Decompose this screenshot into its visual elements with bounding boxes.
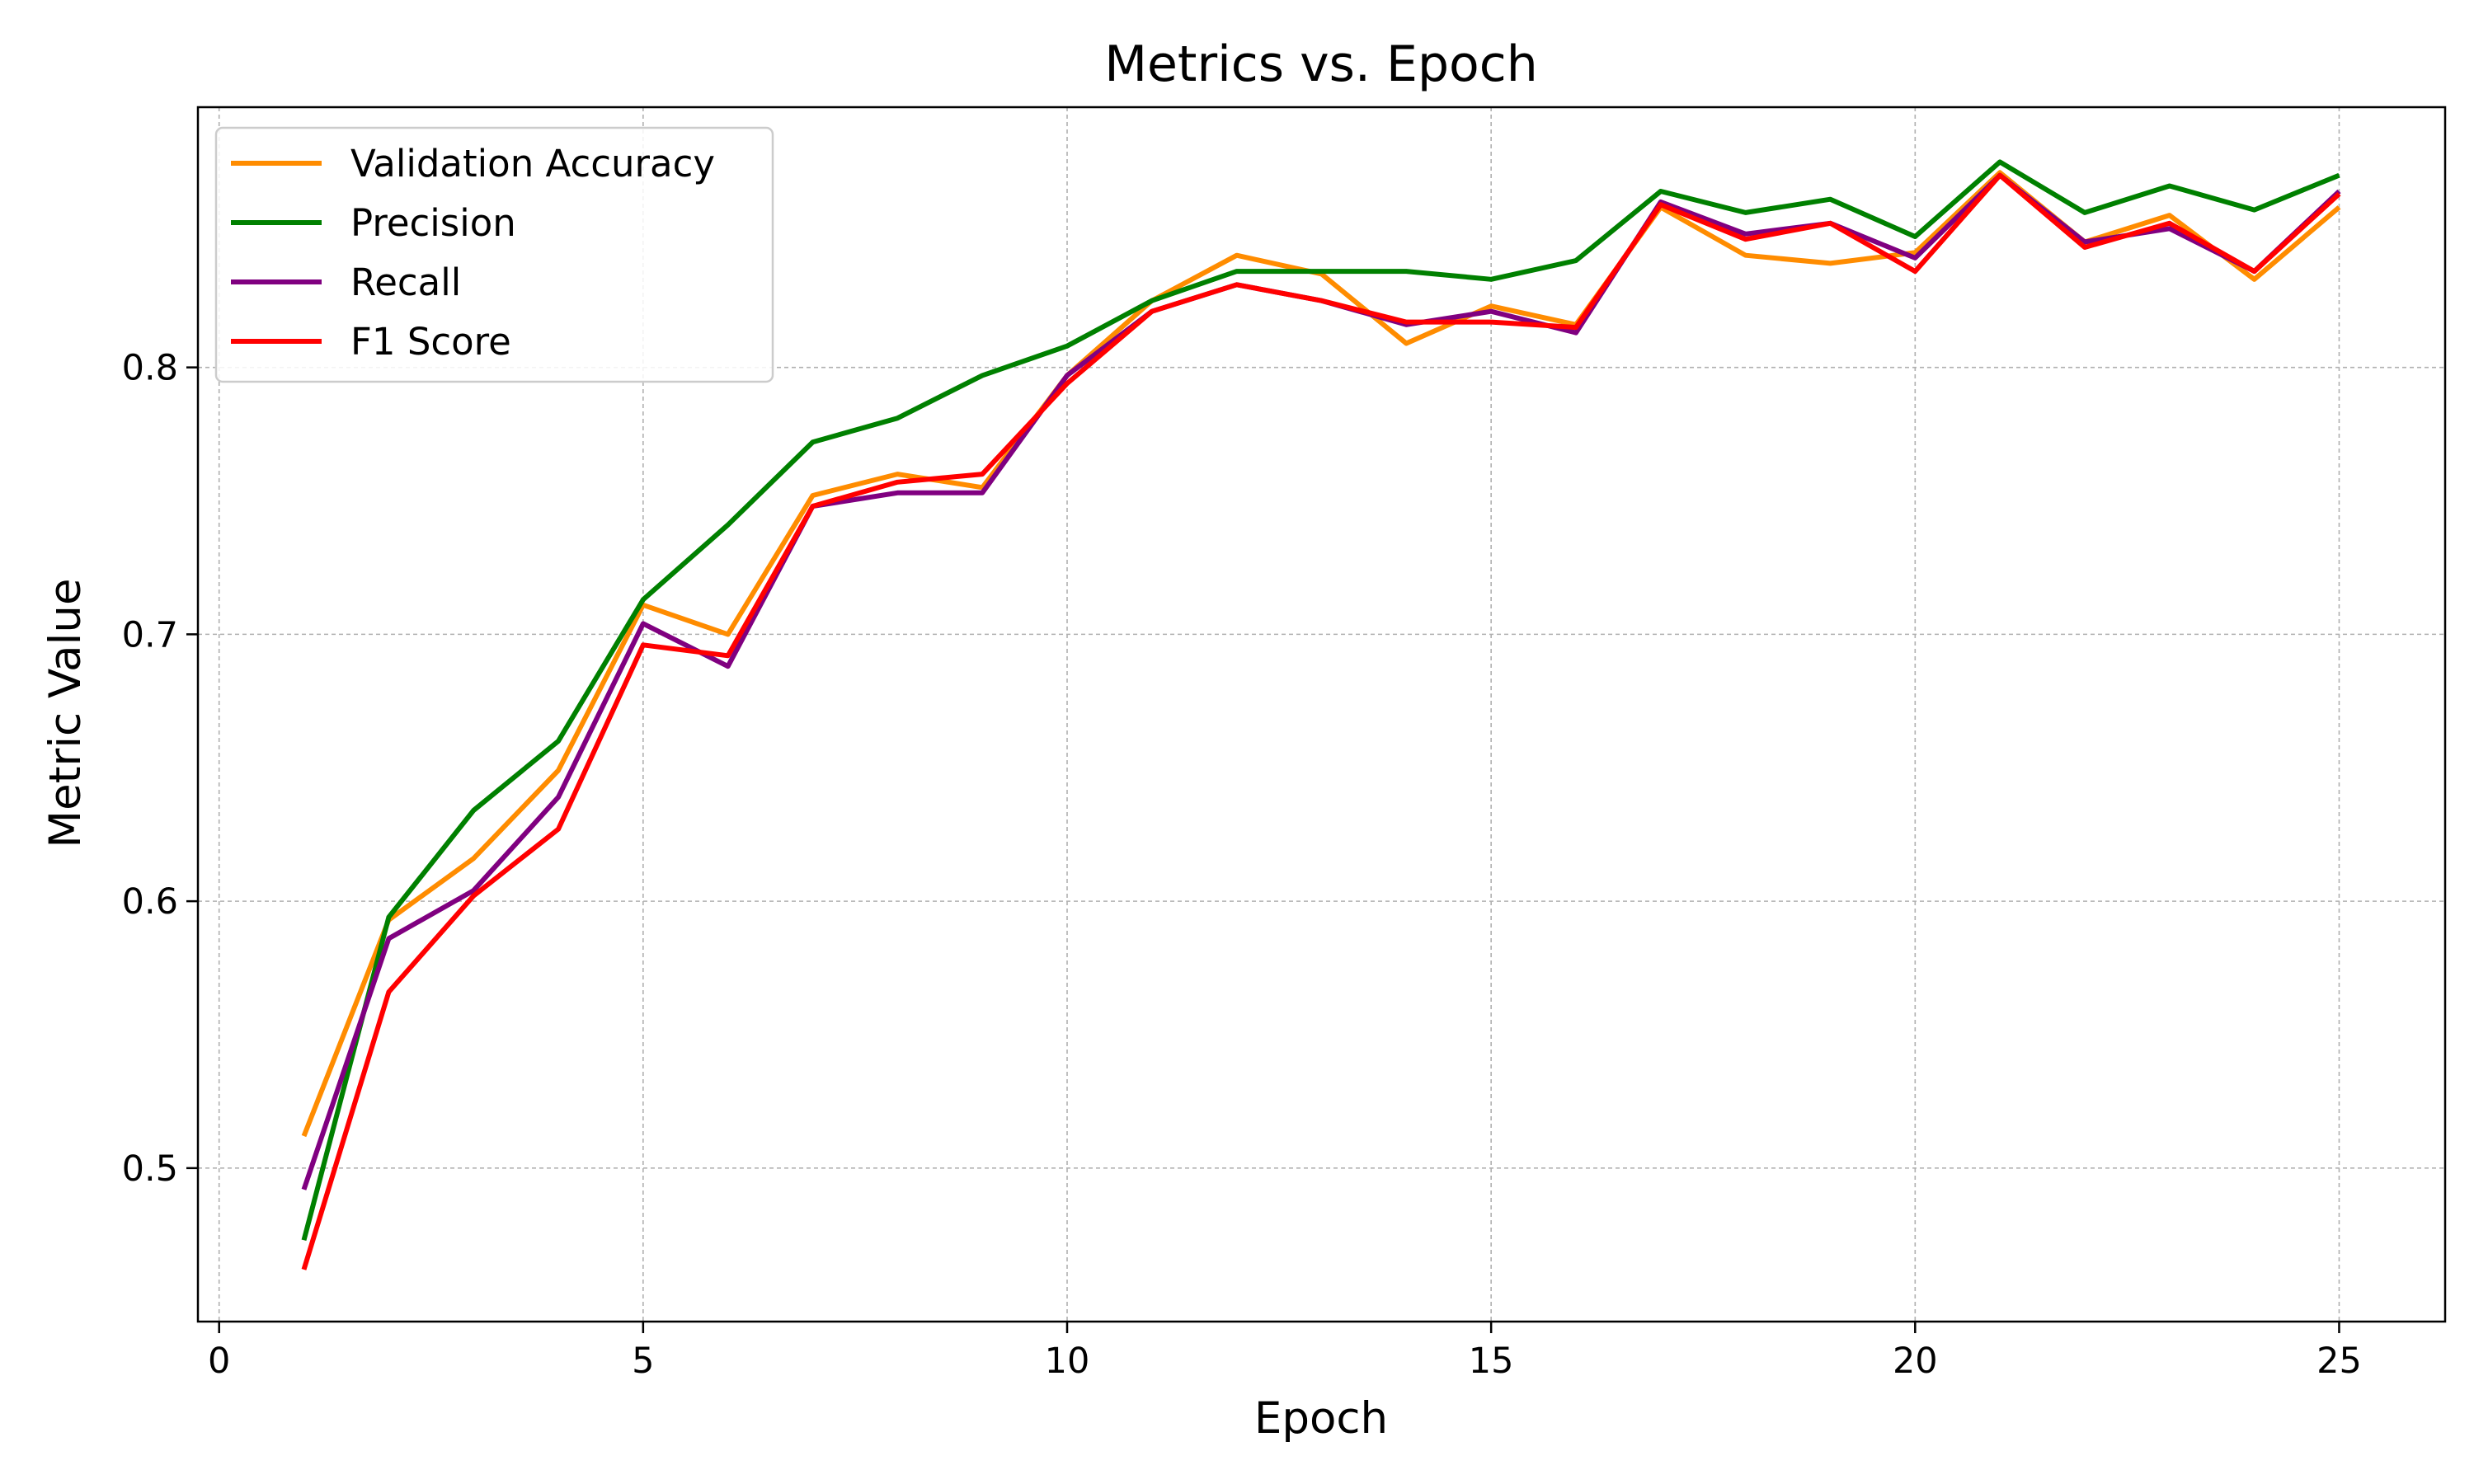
x-tick-label: 0 bbox=[208, 1341, 230, 1382]
y-axis-label: Metric Value bbox=[40, 578, 91, 848]
data-point-recall bbox=[1745, 233, 1746, 234]
series-line-f1-score bbox=[301, 172, 2341, 1270]
y-tick-label: 0.5 bbox=[122, 1148, 178, 1190]
data-point-precision bbox=[727, 524, 728, 525]
data-point-f1-score bbox=[897, 481, 898, 482]
data-point-precision bbox=[1151, 300, 1152, 301]
data-point-f1-score bbox=[1660, 204, 1661, 205]
data-point-validation-accuracy bbox=[982, 487, 983, 488]
data-point-f1-score bbox=[982, 474, 983, 475]
series-f1-score bbox=[301, 172, 2341, 1270]
data-point-precision bbox=[642, 599, 643, 600]
y-tick-label: 0.7 bbox=[122, 614, 178, 655]
data-point-precision bbox=[1321, 271, 1322, 272]
y-tick-label: 0.8 bbox=[122, 348, 178, 389]
legend-label-recall: Recall bbox=[350, 261, 461, 304]
data-point-f1-score bbox=[303, 1269, 304, 1270]
legend-label-precision: Precision bbox=[350, 201, 516, 245]
data-point-precision bbox=[2254, 209, 2255, 210]
data-point-precision bbox=[1745, 212, 1746, 213]
data-point-validation-accuracy bbox=[1406, 343, 1407, 344]
data-point-recall bbox=[1491, 311, 1492, 312]
data-point-precision bbox=[1236, 271, 1237, 272]
data-point-precision bbox=[812, 442, 813, 443]
data-point-f1-score bbox=[812, 505, 813, 506]
x-tick-label: 5 bbox=[632, 1341, 654, 1382]
data-point-validation-accuracy bbox=[897, 474, 898, 475]
data-point-validation-accuracy bbox=[303, 1136, 304, 1137]
data-point-f1-score bbox=[1575, 327, 1576, 328]
data-point-validation-accuracy bbox=[1830, 263, 1831, 264]
data-point-f1-score bbox=[473, 895, 474, 896]
chart-title: Metrics vs. Epoch bbox=[1104, 35, 1538, 93]
data-point-validation-accuracy bbox=[1915, 252, 1916, 253]
data-point-precision bbox=[388, 917, 389, 918]
data-point-precision bbox=[1406, 271, 1407, 272]
data-point-f1-score bbox=[388, 992, 389, 993]
data-point-f1-score bbox=[2254, 271, 2255, 272]
data-point-recall bbox=[303, 1189, 304, 1190]
series-precision bbox=[301, 159, 2340, 1242]
data-point-recall bbox=[1915, 257, 1916, 258]
plot-area-frame bbox=[196, 106, 2447, 1323]
data-point-recall bbox=[2339, 190, 2340, 191]
data-point-validation-accuracy bbox=[473, 858, 474, 859]
data-point-recall bbox=[388, 938, 389, 939]
data-point-precision bbox=[1067, 345, 1068, 346]
data-point-precision bbox=[982, 375, 983, 376]
data-point-f1-score bbox=[1915, 271, 1916, 272]
data-point-f1-score bbox=[1151, 311, 1152, 312]
data-point-f1-score bbox=[1321, 300, 1322, 301]
x-tick-label: 20 bbox=[1893, 1341, 1938, 1382]
data-point-recall bbox=[727, 666, 728, 667]
x-tick-label: 15 bbox=[1469, 1341, 1514, 1382]
data-point-f1-score bbox=[1067, 383, 1068, 384]
data-point-f1-score bbox=[1745, 239, 1746, 240]
x-axis-label: Epoch bbox=[1254, 1393, 1388, 1444]
data-point-precision bbox=[473, 810, 474, 811]
data-point-recall bbox=[1067, 375, 1068, 376]
data-point-recall bbox=[642, 623, 643, 624]
data-point-precision bbox=[1830, 199, 1831, 200]
data-point-recall bbox=[473, 890, 474, 891]
x-tick-label: 25 bbox=[2316, 1341, 2362, 1382]
data-point-recall bbox=[982, 492, 983, 493]
legend-label-f1-score: F1 Score bbox=[350, 320, 511, 364]
y-tick-label: 0.6 bbox=[122, 881, 178, 923]
data-point-validation-accuracy bbox=[727, 634, 728, 635]
data-point-recall bbox=[897, 492, 898, 493]
series-line-precision bbox=[301, 159, 2340, 1242]
legend-box bbox=[214, 126, 774, 383]
data-point-validation-accuracy bbox=[812, 495, 813, 496]
data-point-precision bbox=[2339, 175, 2340, 176]
data-point-validation-accuracy bbox=[1236, 255, 1237, 256]
x-tick-label: 10 bbox=[1045, 1341, 1090, 1382]
series-validation-accuracy bbox=[301, 170, 2341, 1138]
axis-ticks: 0 5 10 15 20 25 0.5 0.6 0.7 0.8 bbox=[122, 348, 2362, 1382]
data-point-recall bbox=[1575, 332, 1576, 333]
data-point-precision bbox=[558, 740, 559, 741]
series-lines bbox=[301, 159, 2341, 1270]
legend-label-validation-accuracy: Validation Accuracy bbox=[350, 142, 715, 186]
data-point-f1-score bbox=[1236, 284, 1237, 285]
data-point-precision bbox=[1660, 190, 1661, 191]
data-point-precision bbox=[897, 418, 898, 419]
data-point-precision bbox=[303, 1240, 304, 1241]
data-point-recall bbox=[2169, 228, 2170, 229]
data-point-f1-score bbox=[2339, 194, 2340, 195]
data-point-f1-score bbox=[727, 655, 728, 656]
data-point-recall bbox=[558, 796, 559, 797]
data-point-validation-accuracy bbox=[2339, 207, 2340, 208]
data-point-validation-accuracy bbox=[1491, 306, 1492, 307]
data-point-validation-accuracy bbox=[2169, 215, 2170, 216]
data-point-f1-score bbox=[2000, 175, 2001, 176]
series-line-validation-accuracy bbox=[301, 170, 2341, 1138]
legend: Validation Accuracy Precision Recall F1 Sco… bbox=[214, 126, 774, 383]
data-point-precision bbox=[2084, 212, 2085, 213]
data-point-f1-score bbox=[642, 645, 643, 646]
data-point-validation-accuracy bbox=[558, 770, 559, 771]
data-point-validation-accuracy bbox=[1745, 255, 1746, 256]
